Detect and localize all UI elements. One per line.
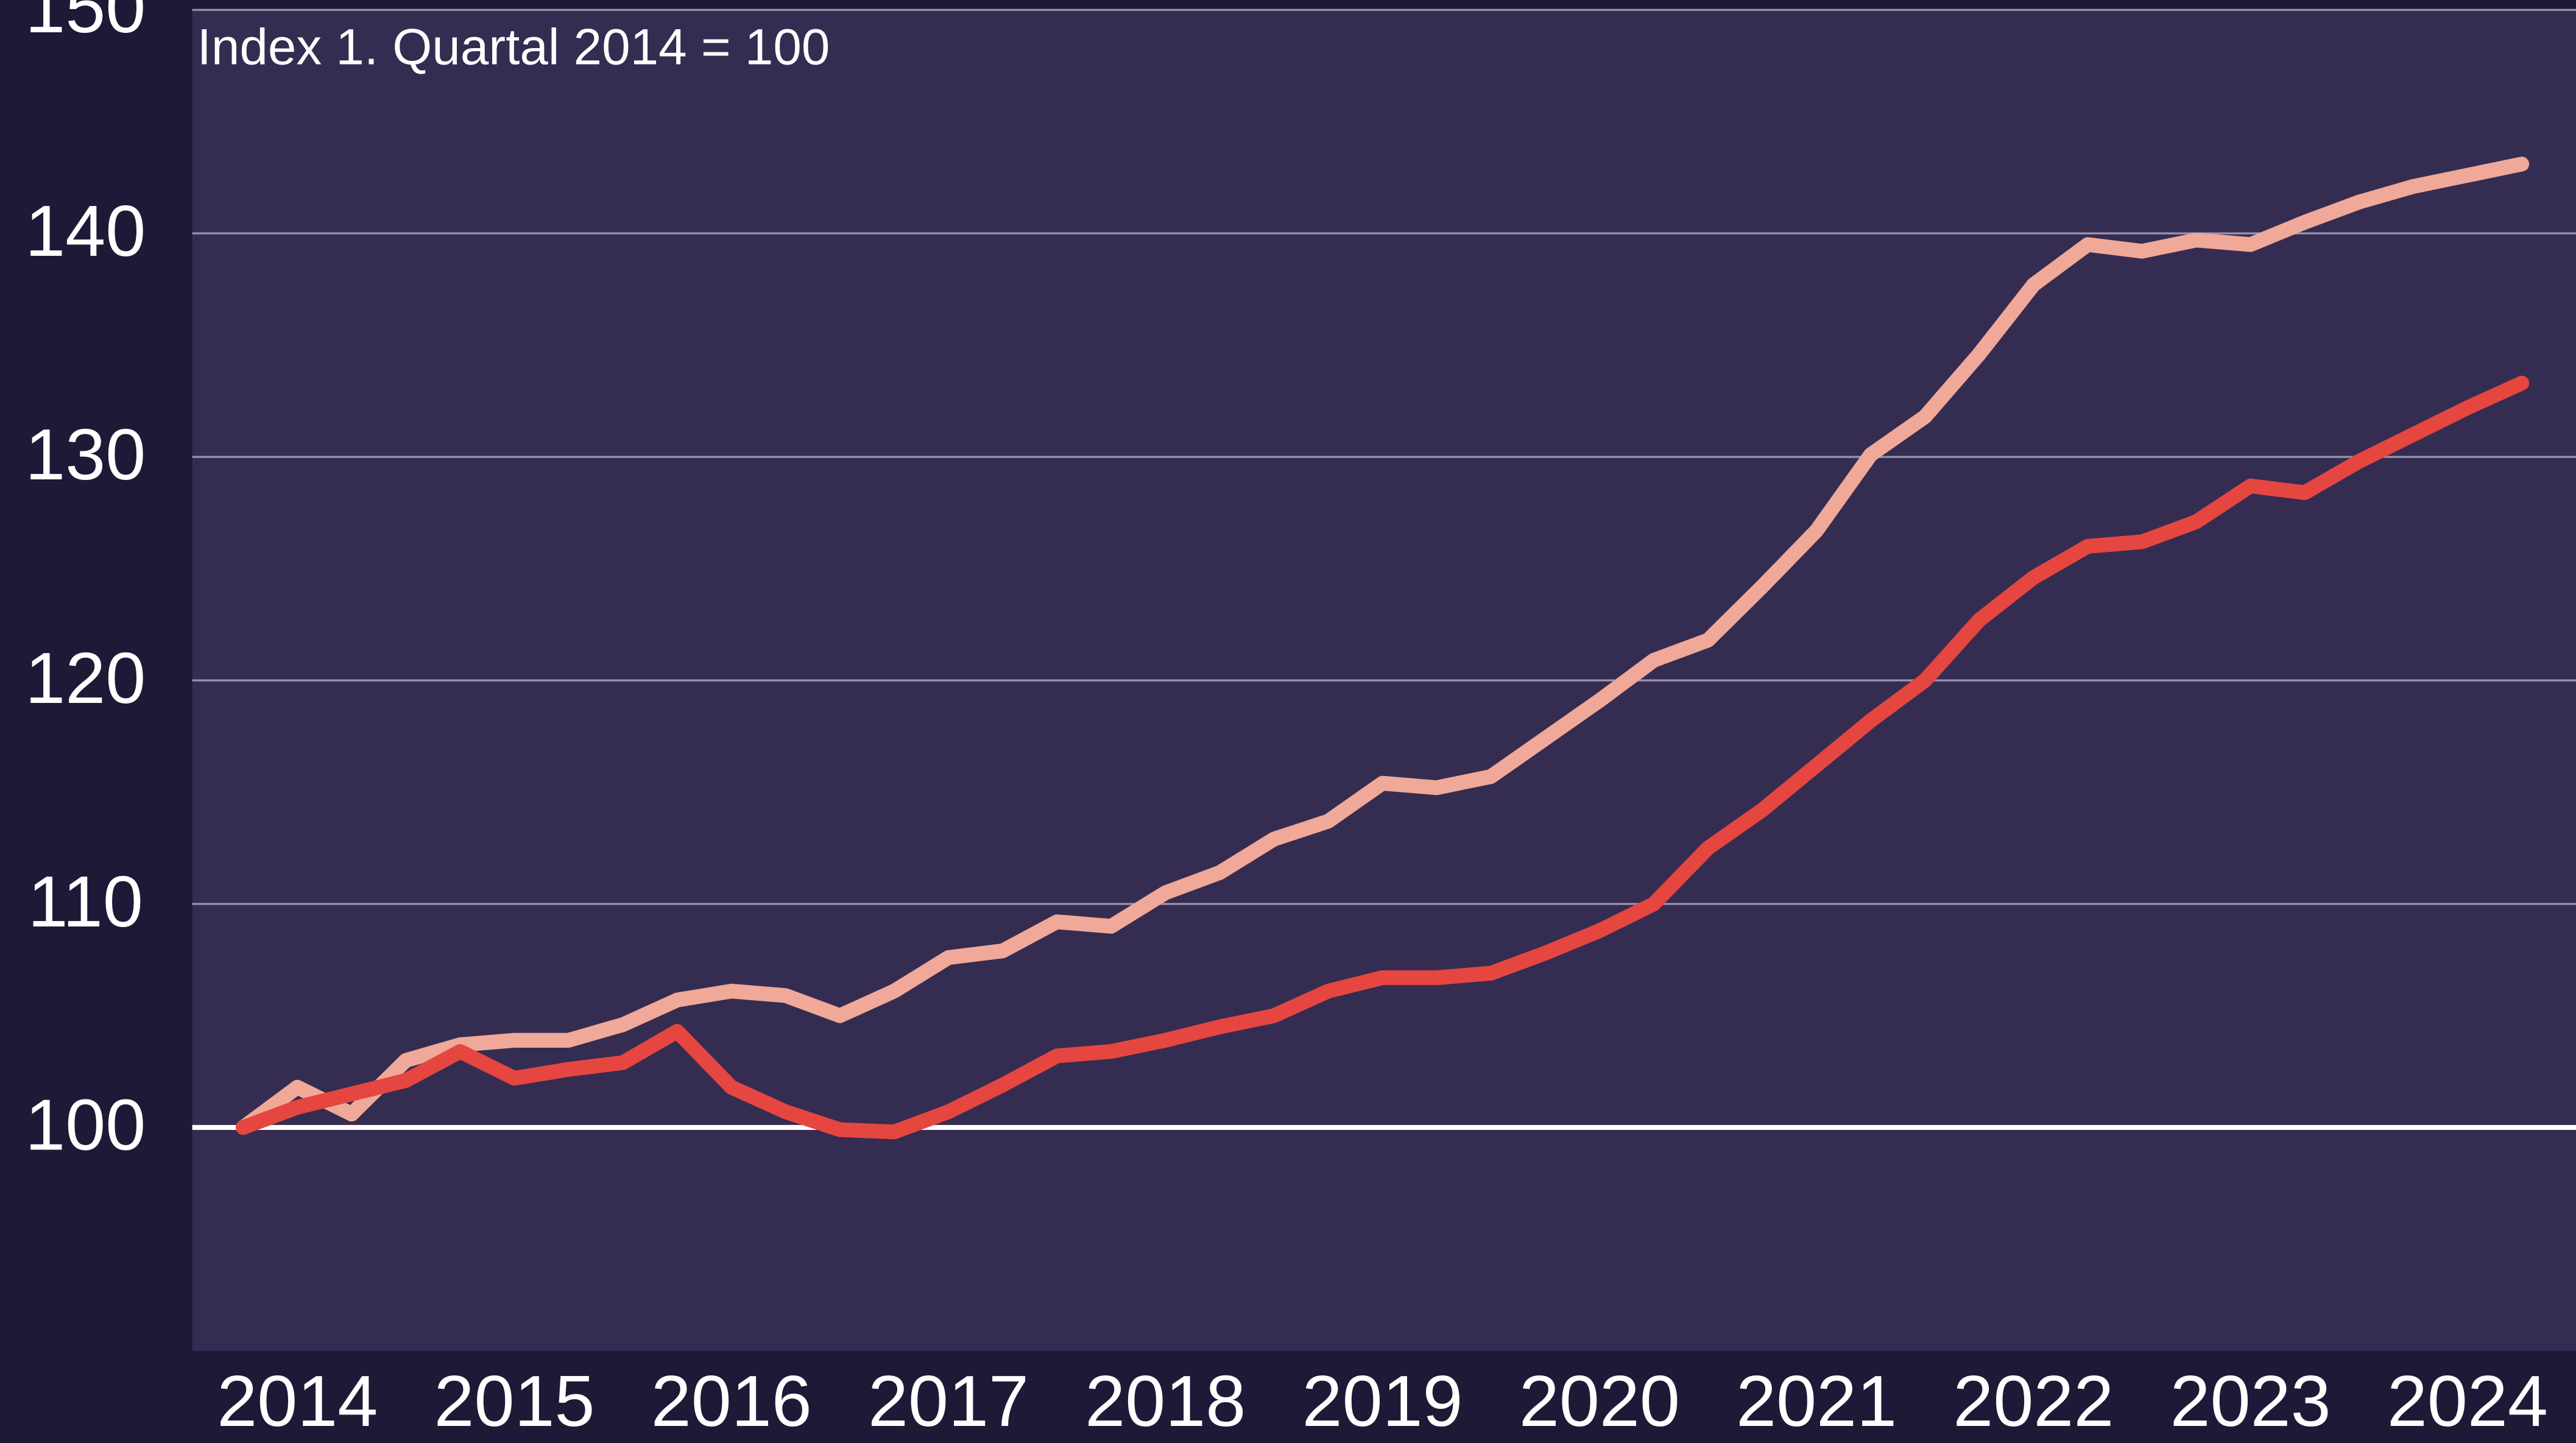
x-tick-label: 2015	[434, 1361, 595, 1442]
x-tick-label: 2016	[651, 1361, 812, 1442]
x-tick-label: 2021	[1736, 1361, 1897, 1442]
x-tick-label: 2014	[217, 1361, 378, 1442]
y-tick-label: 150	[25, 0, 146, 48]
x-tick-label: 2018	[1085, 1361, 1246, 1442]
y-tick-label: 100	[25, 1085, 146, 1166]
y-tick-label: 120	[25, 638, 146, 719]
data-line	[236, 375, 2530, 1140]
data-line	[236, 157, 2530, 1135]
labels: 100 110 120 130 140 150 2014 2015 2016 2017 2018 20…	[25, 0, 2548, 1442]
x-tick-label: 2017	[868, 1361, 1029, 1442]
y-tick-label: 140	[25, 191, 146, 272]
x-tick-label: 2020	[1519, 1361, 1680, 1442]
y-tick-label: 110	[28, 862, 143, 942]
x-tick-label: 2023	[2170, 1361, 2331, 1442]
x-tick-label: 2024	[2387, 1361, 2548, 1442]
y-tick-label: 130	[25, 415, 146, 495]
x-tick-label: 2022	[1953, 1361, 2114, 1442]
lines	[236, 157, 2530, 1140]
annotation: Index 1. Quartal 2014 = 100	[197, 18, 830, 76]
x-tick-label: 2019	[1302, 1361, 1463, 1442]
grid	[192, 9, 2576, 1130]
